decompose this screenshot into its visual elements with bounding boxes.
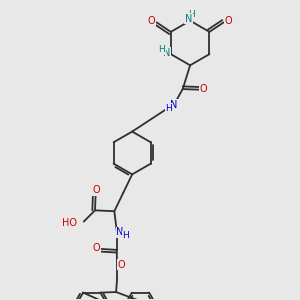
Text: H: H [188,10,195,19]
Text: N: N [116,227,123,237]
Text: O: O [93,243,100,254]
Text: H: H [122,231,129,240]
Text: N: N [185,14,192,24]
Text: O: O [225,16,232,26]
Text: H: H [158,46,165,55]
Text: H: H [165,104,172,113]
Text: O: O [200,84,208,94]
Text: N: N [163,48,171,58]
Text: O: O [148,16,156,26]
Text: O: O [118,260,126,270]
Text: O: O [92,185,100,195]
Text: N: N [170,100,178,110]
Text: HO: HO [62,218,77,228]
